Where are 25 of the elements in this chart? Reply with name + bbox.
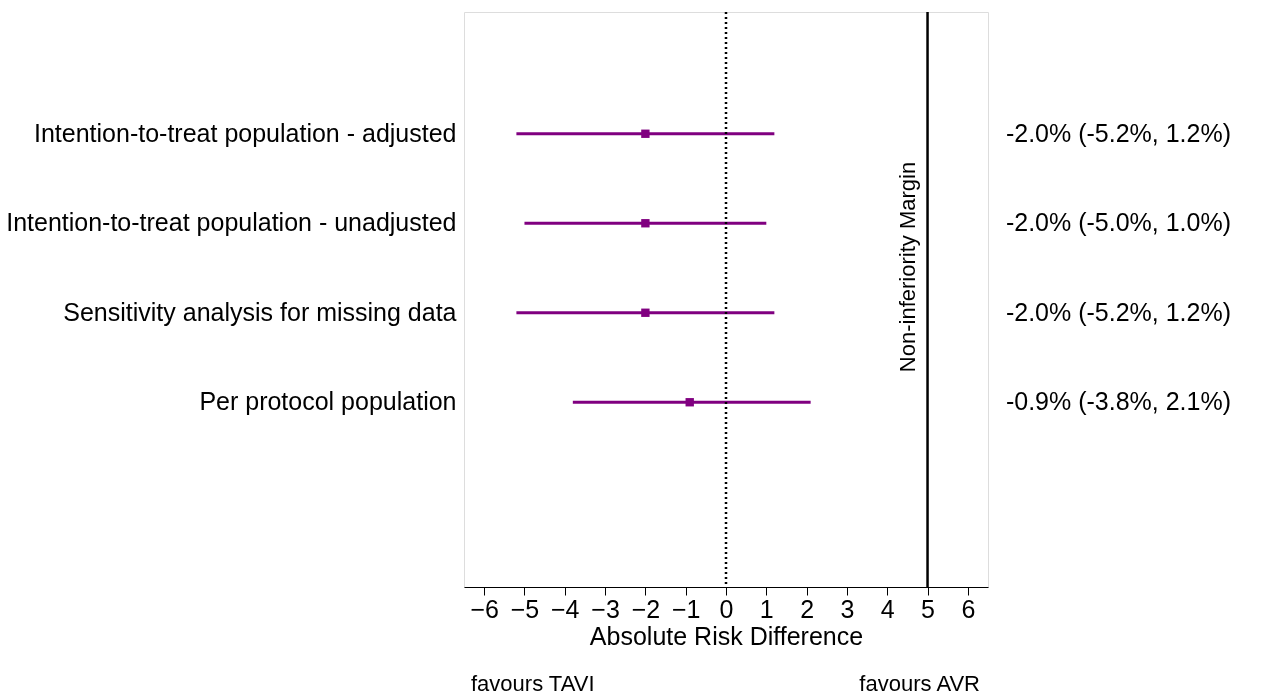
- x-tick-label: 4: [880, 594, 895, 623]
- x-tick-label: 0: [719, 594, 734, 623]
- x-tick-label: 6: [961, 594, 976, 623]
- data-label: -0.9% (-3.8%, 2.1%): [1005, 387, 1231, 416]
- data-label: -2.0% (-5.0%, 1.0%): [1005, 208, 1231, 237]
- text: favours AVR: [859, 671, 980, 693]
- y-tick-label: Intention-to-treat population - unadjusted: [6, 208, 457, 237]
- data-label: -2.0% (-5.2%, 1.2%): [1005, 118, 1231, 147]
- data-label: -2.0% (-5.2%, 1.2%): [1005, 297, 1231, 326]
- x-tick-label: 2: [800, 594, 815, 623]
- x-tick-label: −5: [510, 594, 540, 623]
- y-tick-label: Sensitivity analysis for missing data: [63, 297, 457, 326]
- x-tick-label: 1: [759, 594, 774, 623]
- x-axis-title: Absolute Risk Difference: [589, 621, 864, 650]
- x-tick-label: 5: [921, 594, 935, 623]
- ref-line-label: Non-inferiority Margin: [894, 161, 920, 373]
- y-tick-label: Per protocol population: [199, 387, 457, 416]
- x-tick-label: −6: [470, 594, 499, 623]
- x-tick-label: 3: [840, 594, 855, 623]
- x-tick-label: −2: [631, 594, 661, 623]
- x-tick-label: −4: [551, 594, 580, 623]
- x-tick-label: −1: [671, 594, 701, 623]
- x-tick-label: −3: [591, 594, 620, 623]
- text: favours TAVI: [471, 671, 595, 693]
- y-tick-label: Intention-to-treat population - adjusted: [34, 118, 457, 147]
